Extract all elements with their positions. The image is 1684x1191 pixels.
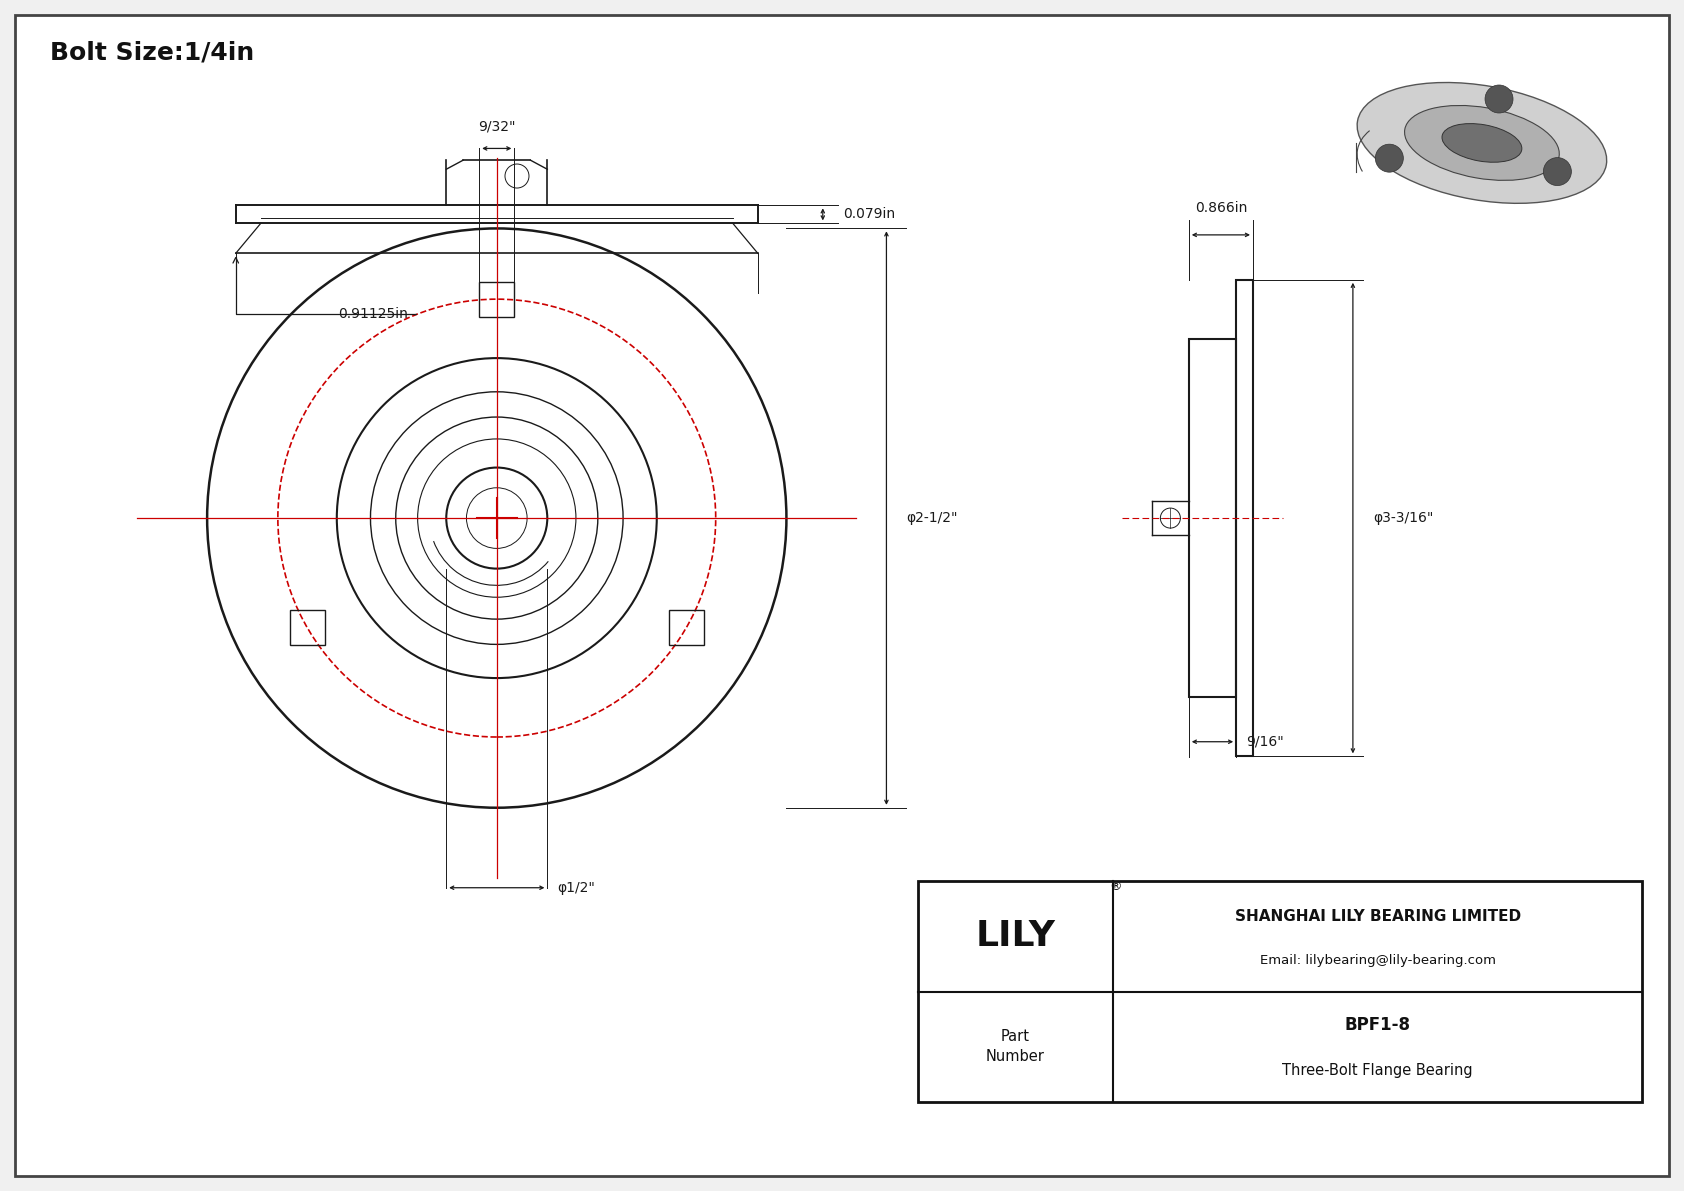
- Text: Part
Number: Part Number: [987, 1029, 1046, 1064]
- Ellipse shape: [1357, 82, 1607, 204]
- Text: 0.91125in: 0.91125in: [338, 307, 409, 322]
- Bar: [290, 610, 325, 646]
- Bar: [918, 881, 1642, 1102]
- Circle shape: [1485, 85, 1512, 113]
- Bar: [1189, 339, 1236, 697]
- Text: ®: ®: [1110, 880, 1122, 893]
- Bar: [1236, 280, 1253, 756]
- Bar: [480, 281, 514, 317]
- Text: 0.866in: 0.866in: [1194, 201, 1248, 214]
- Bar: [669, 610, 704, 646]
- Text: φ1/2": φ1/2": [557, 880, 594, 894]
- Text: φ2-1/2": φ2-1/2": [906, 511, 958, 525]
- Text: SHANGHAI LILY BEARING LIMITED: SHANGHAI LILY BEARING LIMITED: [1234, 909, 1521, 924]
- Text: 9/32": 9/32": [478, 119, 515, 133]
- Text: Three-Bolt Flange Bearing: Three-Bolt Flange Bearing: [1282, 1064, 1474, 1078]
- Text: 9/16": 9/16": [1246, 735, 1283, 749]
- Text: LILY: LILY: [975, 919, 1056, 954]
- Text: 0.079in: 0.079in: [842, 207, 894, 222]
- Ellipse shape: [1442, 124, 1522, 162]
- Text: φ3-3/16": φ3-3/16": [1372, 511, 1433, 525]
- Text: BPF1-8: BPF1-8: [1344, 1016, 1411, 1034]
- Circle shape: [1376, 144, 1403, 173]
- Text: Bolt Size:1/4in: Bolt Size:1/4in: [51, 40, 254, 64]
- Ellipse shape: [1404, 106, 1559, 180]
- Text: Email: lilybearing@lily-bearing.com: Email: lilybearing@lily-bearing.com: [1260, 954, 1495, 967]
- Circle shape: [1544, 157, 1571, 186]
